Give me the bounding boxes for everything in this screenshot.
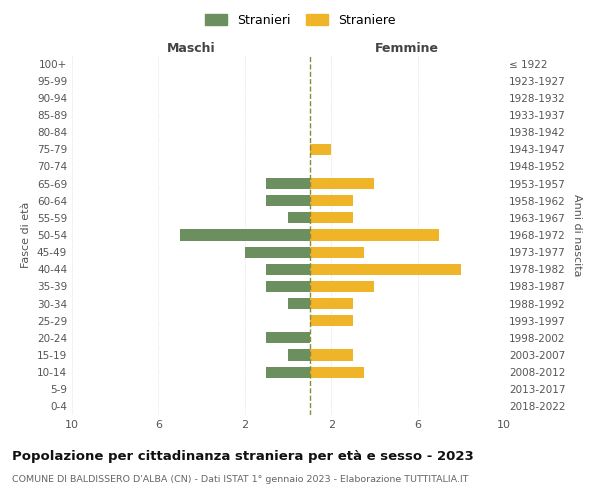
Bar	[266, 281, 310, 292]
Bar	[288, 298, 310, 309]
Text: COMUNE DI BALDISSERO D'ALBA (CN) - Dati ISTAT 1° gennaio 2023 - Elaborazione TUT: COMUNE DI BALDISSERO D'ALBA (CN) - Dati …	[12, 475, 469, 484]
Text: Femmine: Femmine	[375, 42, 439, 55]
Bar	[310, 246, 364, 258]
Text: Popolazione per cittadinanza straniera per età e sesso - 2023: Popolazione per cittadinanza straniera p…	[12, 450, 474, 463]
Bar	[310, 230, 439, 240]
Y-axis label: Anni di nascita: Anni di nascita	[572, 194, 582, 276]
Legend: Stranieri, Straniere: Stranieri, Straniere	[199, 8, 401, 32]
Bar	[310, 178, 374, 189]
Bar	[266, 178, 310, 189]
Bar	[310, 195, 353, 206]
Bar	[310, 315, 353, 326]
Bar	[310, 366, 364, 378]
Bar	[310, 281, 374, 292]
Bar	[266, 264, 310, 275]
Bar	[266, 366, 310, 378]
Bar	[180, 230, 310, 240]
Bar	[310, 350, 353, 360]
Bar	[245, 246, 310, 258]
Y-axis label: Fasce di età: Fasce di età	[22, 202, 31, 268]
Bar	[310, 264, 461, 275]
Bar	[266, 195, 310, 206]
Text: Maschi: Maschi	[166, 42, 215, 55]
Bar	[310, 144, 331, 155]
Bar	[288, 350, 310, 360]
Bar	[310, 212, 353, 224]
Bar	[288, 212, 310, 224]
Bar	[310, 298, 353, 309]
Bar	[266, 332, 310, 344]
